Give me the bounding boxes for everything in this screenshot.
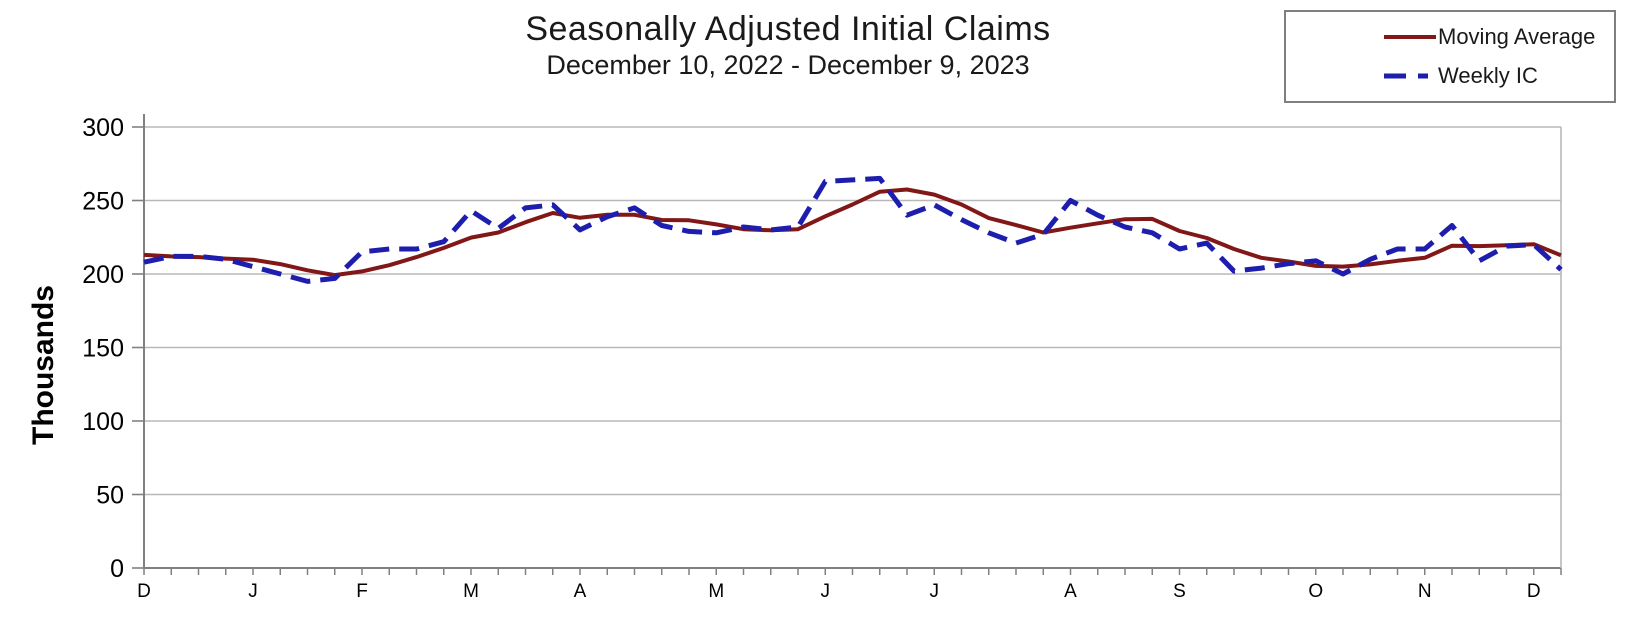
x-month-label: J bbox=[821, 581, 831, 602]
x-month-label: F bbox=[356, 581, 368, 602]
legend-label-weekly-ic: Weekly IC bbox=[1438, 62, 1538, 88]
x-month-label: M bbox=[708, 581, 724, 602]
y-tick-label: 50 bbox=[96, 482, 124, 510]
legend-box: Moving Average Weekly IC bbox=[1284, 10, 1616, 103]
y-tick-label: 250 bbox=[82, 188, 124, 216]
y-tick-label: 300 bbox=[82, 114, 124, 142]
y-tick-label: 100 bbox=[82, 408, 124, 436]
x-month-label: N bbox=[1418, 581, 1432, 602]
x-month-label: J bbox=[930, 581, 940, 602]
x-month-label: M bbox=[463, 581, 479, 602]
x-month-label: A bbox=[574, 581, 587, 602]
x-month-label: D bbox=[137, 581, 151, 602]
moving-average-line-swatch bbox=[1384, 35, 1436, 40]
x-month-label: O bbox=[1308, 581, 1323, 602]
y-tick-label: 0 bbox=[110, 555, 124, 583]
x-month-label: J bbox=[248, 581, 258, 602]
chart-subtitle: December 10, 2022 - December 9, 2023 bbox=[546, 50, 1030, 80]
x-month-label: D bbox=[1527, 581, 1541, 602]
legend-item-weekly-ic: Weekly IC bbox=[1382, 63, 1614, 89]
y-tick-label: 150 bbox=[82, 335, 124, 363]
chart-title: Seasonally Adjusted Initial Claims bbox=[525, 10, 1051, 48]
legend-item-moving-average: Moving Average bbox=[1382, 24, 1614, 50]
legend-label-moving-average: Moving Average bbox=[1438, 24, 1596, 50]
x-month-label: S bbox=[1173, 581, 1186, 602]
series-moving-average bbox=[143, 187, 1562, 278]
y-tick-label: 200 bbox=[82, 261, 124, 289]
weekly-ic-line-swatch bbox=[1384, 73, 1436, 79]
x-month-label: A bbox=[1064, 581, 1077, 602]
series-weekly-ic bbox=[143, 175, 1563, 284]
